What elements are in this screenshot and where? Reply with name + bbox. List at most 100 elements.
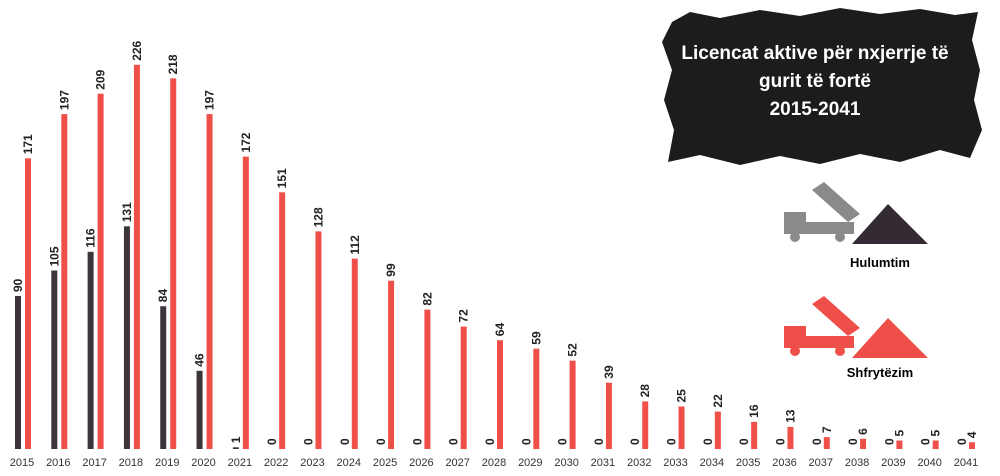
x-tick-label: 2029 [518,457,542,469]
x-tick-label: 2031 [591,457,615,469]
bar [232,447,239,449]
value-label: 16 [747,404,761,418]
value-label: 0 [846,438,860,445]
value-label: 82 [420,292,434,306]
value-label: 1 [229,436,243,443]
bar [61,114,68,449]
value-label: 0 [410,438,424,445]
x-tick-label: 2017 [82,457,106,469]
bar [460,326,467,449]
value-label: 0 [919,438,933,445]
value-label: 0 [773,438,787,445]
bar [823,437,830,449]
value-label: 0 [519,438,533,445]
value-label: 128 [311,207,325,227]
value-label: 197 [57,90,71,110]
bar [15,296,21,449]
legend-label: Shfrytëzim [847,365,913,380]
value-label: 0 [447,438,461,445]
value-label: 4 [965,431,979,438]
value-label: 0 [374,438,388,445]
value-label: 28 [638,384,652,398]
bar [315,231,322,449]
bar [896,440,903,449]
x-tick-label: 2036 [772,457,796,469]
value-label: 22 [711,394,725,408]
value-label: 0 [592,438,606,445]
x-tick-label: 2028 [482,457,506,469]
value-label: 0 [483,438,497,445]
value-label: 0 [301,438,315,445]
x-tick-label: 2024 [337,457,361,469]
x-tick-label: 2021 [228,457,252,469]
value-label: 0 [882,438,896,445]
bar [497,340,503,449]
x-tick-label: 2023 [300,457,324,469]
value-label: 0 [556,438,570,445]
bar [569,360,576,449]
value-label: 105 [47,246,61,266]
bar [87,251,94,449]
value-label: 112 [348,235,362,255]
x-tick-label: 2033 [663,457,687,469]
value-label: 13 [783,409,797,423]
value-label: 0 [265,438,279,445]
x-tick-label: 2032 [627,457,651,469]
value-label: 0 [737,438,751,445]
value-label: 151 [275,168,289,188]
bar [97,93,104,449]
chart-title: Licencat aktive për nxjerrje të gurit të… [680,40,950,124]
value-label: 39 [602,365,616,379]
value-label: 99 [384,263,398,277]
value-label: 7 [820,426,834,433]
bar [678,406,685,449]
bar [605,382,612,449]
bar [533,348,540,449]
value-label: 0 [665,438,679,445]
value-label: 131 [120,202,134,222]
x-tick-label: 2020 [191,457,215,469]
value-label: 90 [11,278,25,292]
value-label: 171 [21,134,35,154]
bar [642,401,649,449]
x-tick-label: 2040 [917,457,941,469]
value-label: 0 [628,438,642,445]
bar [242,156,249,449]
x-tick-label: 2041 [954,457,978,469]
bar [932,440,939,449]
x-tick-label: 2018 [119,457,143,469]
bar [196,370,203,449]
x-tick-label: 2035 [736,457,760,469]
x-tick-label: 2038 [845,457,869,469]
bar [170,78,177,450]
x-tick-label: 2034 [700,457,724,469]
subtitle: 2015-2041 [769,99,861,120]
x-tick-label: 2027 [445,457,469,469]
value-label: 52 [566,343,580,357]
value-label: 5 [929,430,943,437]
legend-label: Hulumtim [850,255,910,270]
bar [751,421,758,449]
bar [424,309,431,449]
value-label: 116 [84,228,98,248]
value-label: 218 [166,54,180,74]
x-tick-label: 2015 [10,457,34,469]
bar [206,114,213,449]
title: Licencat aktive për nxjerrje të gurit të… [681,43,949,92]
value-label: 25 [675,389,689,403]
title-background [662,8,982,165]
bar [279,192,286,450]
bar [25,158,31,450]
bar [51,270,58,449]
value-label: 209 [94,69,108,89]
x-tick-label: 2039 [881,457,905,469]
value-label: 0 [701,438,715,445]
bar [123,226,130,449]
value-label: 64 [493,323,507,337]
x-tick-label: 2022 [264,457,288,469]
value-label: 0 [338,438,352,445]
bar [714,411,721,449]
bar [351,258,358,449]
